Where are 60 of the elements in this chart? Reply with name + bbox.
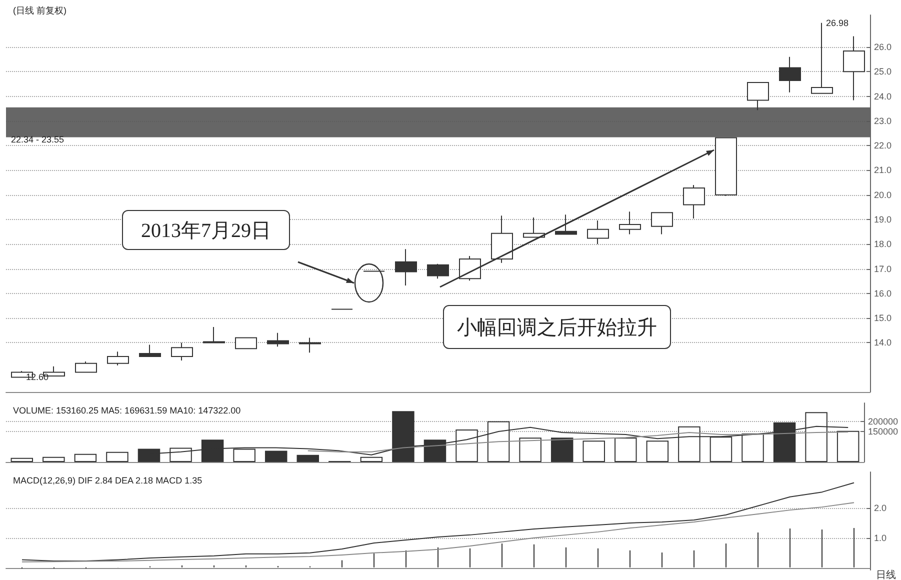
candlestick bbox=[555, 214, 577, 235]
candlestick bbox=[459, 255, 481, 282]
chart-title: (日线 前复权) bbox=[13, 6, 66, 16]
candlestick bbox=[299, 337, 321, 354]
bar bbox=[550, 438, 574, 462]
candlestick bbox=[203, 326, 225, 344]
y-tick-label: 1.0 bbox=[874, 532, 887, 543]
candlestick bbox=[139, 344, 161, 358]
chart-title: MACD(12,26,9) DIF 2.84 DEA 2.18 MACD 1.35 bbox=[13, 476, 202, 486]
y-tick-label: 19.0 bbox=[874, 214, 892, 225]
candlestick bbox=[587, 220, 609, 245]
annotation: 12.60 bbox=[26, 372, 49, 382]
band-label: 22.34 - 23.55 bbox=[11, 134, 64, 145]
y-tick-label: 15.0 bbox=[874, 313, 892, 324]
candlestick bbox=[427, 263, 449, 280]
y-tick-label: 23.0 bbox=[874, 116, 892, 126]
bar bbox=[296, 454, 319, 462]
y-tick-label: 24.0 bbox=[874, 91, 892, 102]
y-tick-label: 200000 bbox=[868, 416, 898, 426]
y-tick-label: 20.0 bbox=[874, 190, 892, 200]
candlestick bbox=[523, 217, 545, 238]
y-tick-label: 16.0 bbox=[874, 288, 892, 298]
line-series bbox=[307, 432, 849, 452]
candlestick bbox=[75, 360, 97, 373]
y-tick-label: 14.0 bbox=[874, 338, 892, 348]
candlestick bbox=[619, 211, 641, 235]
line-series bbox=[22, 502, 854, 562]
candlestick bbox=[843, 36, 865, 101]
candlestick bbox=[267, 332, 289, 348]
bar bbox=[74, 454, 97, 462]
candlestick bbox=[651, 212, 673, 235]
y-tick-label: 2.0 bbox=[874, 502, 887, 513]
y-tick-label: 26.0 bbox=[874, 42, 892, 52]
y-tick-label: 25.0 bbox=[874, 66, 892, 77]
candlestick bbox=[171, 342, 193, 361]
candlestick bbox=[779, 56, 801, 93]
candlestick bbox=[715, 137, 737, 196]
bar bbox=[264, 450, 288, 462]
candlestick bbox=[683, 184, 705, 220]
candlestick bbox=[491, 215, 513, 264]
bar bbox=[836, 430, 860, 462]
chart-title: VOLUME: 153160.25 MA5: 169631.59 MA10: 147322.00 bbox=[13, 406, 241, 416]
bar bbox=[106, 452, 128, 462]
candlestick bbox=[107, 351, 129, 366]
annotation: 小幅回调之后开始拉升 bbox=[443, 305, 671, 349]
candlestick bbox=[235, 337, 257, 350]
y-tick-label: 21.0 bbox=[874, 165, 892, 176]
text: 日线 bbox=[876, 568, 896, 580]
bar bbox=[42, 456, 65, 462]
annotation: 2013年7月29日 bbox=[122, 210, 290, 250]
candlestick bbox=[747, 82, 769, 111]
y-tick-label: 22.0 bbox=[874, 140, 892, 151]
bar bbox=[519, 438, 542, 462]
y-tick-label: 17.0 bbox=[874, 264, 892, 274]
y-tick-label: 18.0 bbox=[874, 239, 892, 250]
candlestick bbox=[395, 248, 417, 286]
annotation: 26.98 bbox=[826, 18, 849, 28]
bar bbox=[582, 440, 605, 462]
bar bbox=[10, 458, 34, 462]
y-tick-label: 150000 bbox=[868, 426, 898, 436]
